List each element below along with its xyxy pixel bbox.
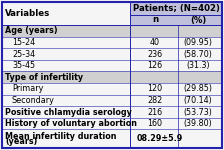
Text: 216: 216	[147, 108, 163, 117]
Text: (29.85): (29.85)	[183, 84, 213, 93]
Bar	[2, 25, 222, 37]
Text: 15-24: 15-24	[12, 38, 35, 47]
Text: Type of infertility: Type of infertility	[5, 73, 83, 82]
Text: (%): (%)	[190, 15, 206, 24]
Text: (39.80): (39.80)	[184, 119, 212, 128]
Text: (70.14): (70.14)	[184, 96, 212, 105]
Text: 40: 40	[150, 38, 160, 47]
Text: (years): (years)	[5, 137, 37, 146]
Text: 35-45: 35-45	[12, 61, 35, 70]
Text: (09.95): (09.95)	[183, 38, 213, 47]
Bar	[130, 2, 222, 25]
Text: 25-34: 25-34	[12, 50, 35, 58]
Text: 282: 282	[147, 96, 163, 105]
Text: Secondary: Secondary	[12, 96, 55, 105]
Text: n: n	[152, 15, 158, 24]
Text: (58.70): (58.70)	[183, 50, 212, 58]
Text: 160: 160	[147, 119, 162, 128]
Text: (53.73): (53.73)	[183, 108, 212, 117]
Text: Patients; (N=402): Patients; (N=402)	[133, 4, 220, 13]
Text: (31.3): (31.3)	[186, 61, 210, 70]
Text: History of voluntary abortion: History of voluntary abortion	[5, 119, 137, 128]
Text: Variables: Variables	[5, 9, 50, 18]
Text: Positive chlamydia serology: Positive chlamydia serology	[5, 108, 132, 117]
Text: Mean infertility duration: Mean infertility duration	[5, 132, 116, 141]
Text: 120: 120	[147, 84, 163, 93]
Bar	[2, 71, 222, 83]
Text: 08.29±5.9: 08.29±5.9	[137, 134, 183, 143]
Text: 236: 236	[147, 50, 163, 58]
Text: Primary: Primary	[12, 84, 43, 93]
Text: Age (years): Age (years)	[5, 26, 58, 35]
Text: 126: 126	[147, 61, 163, 70]
